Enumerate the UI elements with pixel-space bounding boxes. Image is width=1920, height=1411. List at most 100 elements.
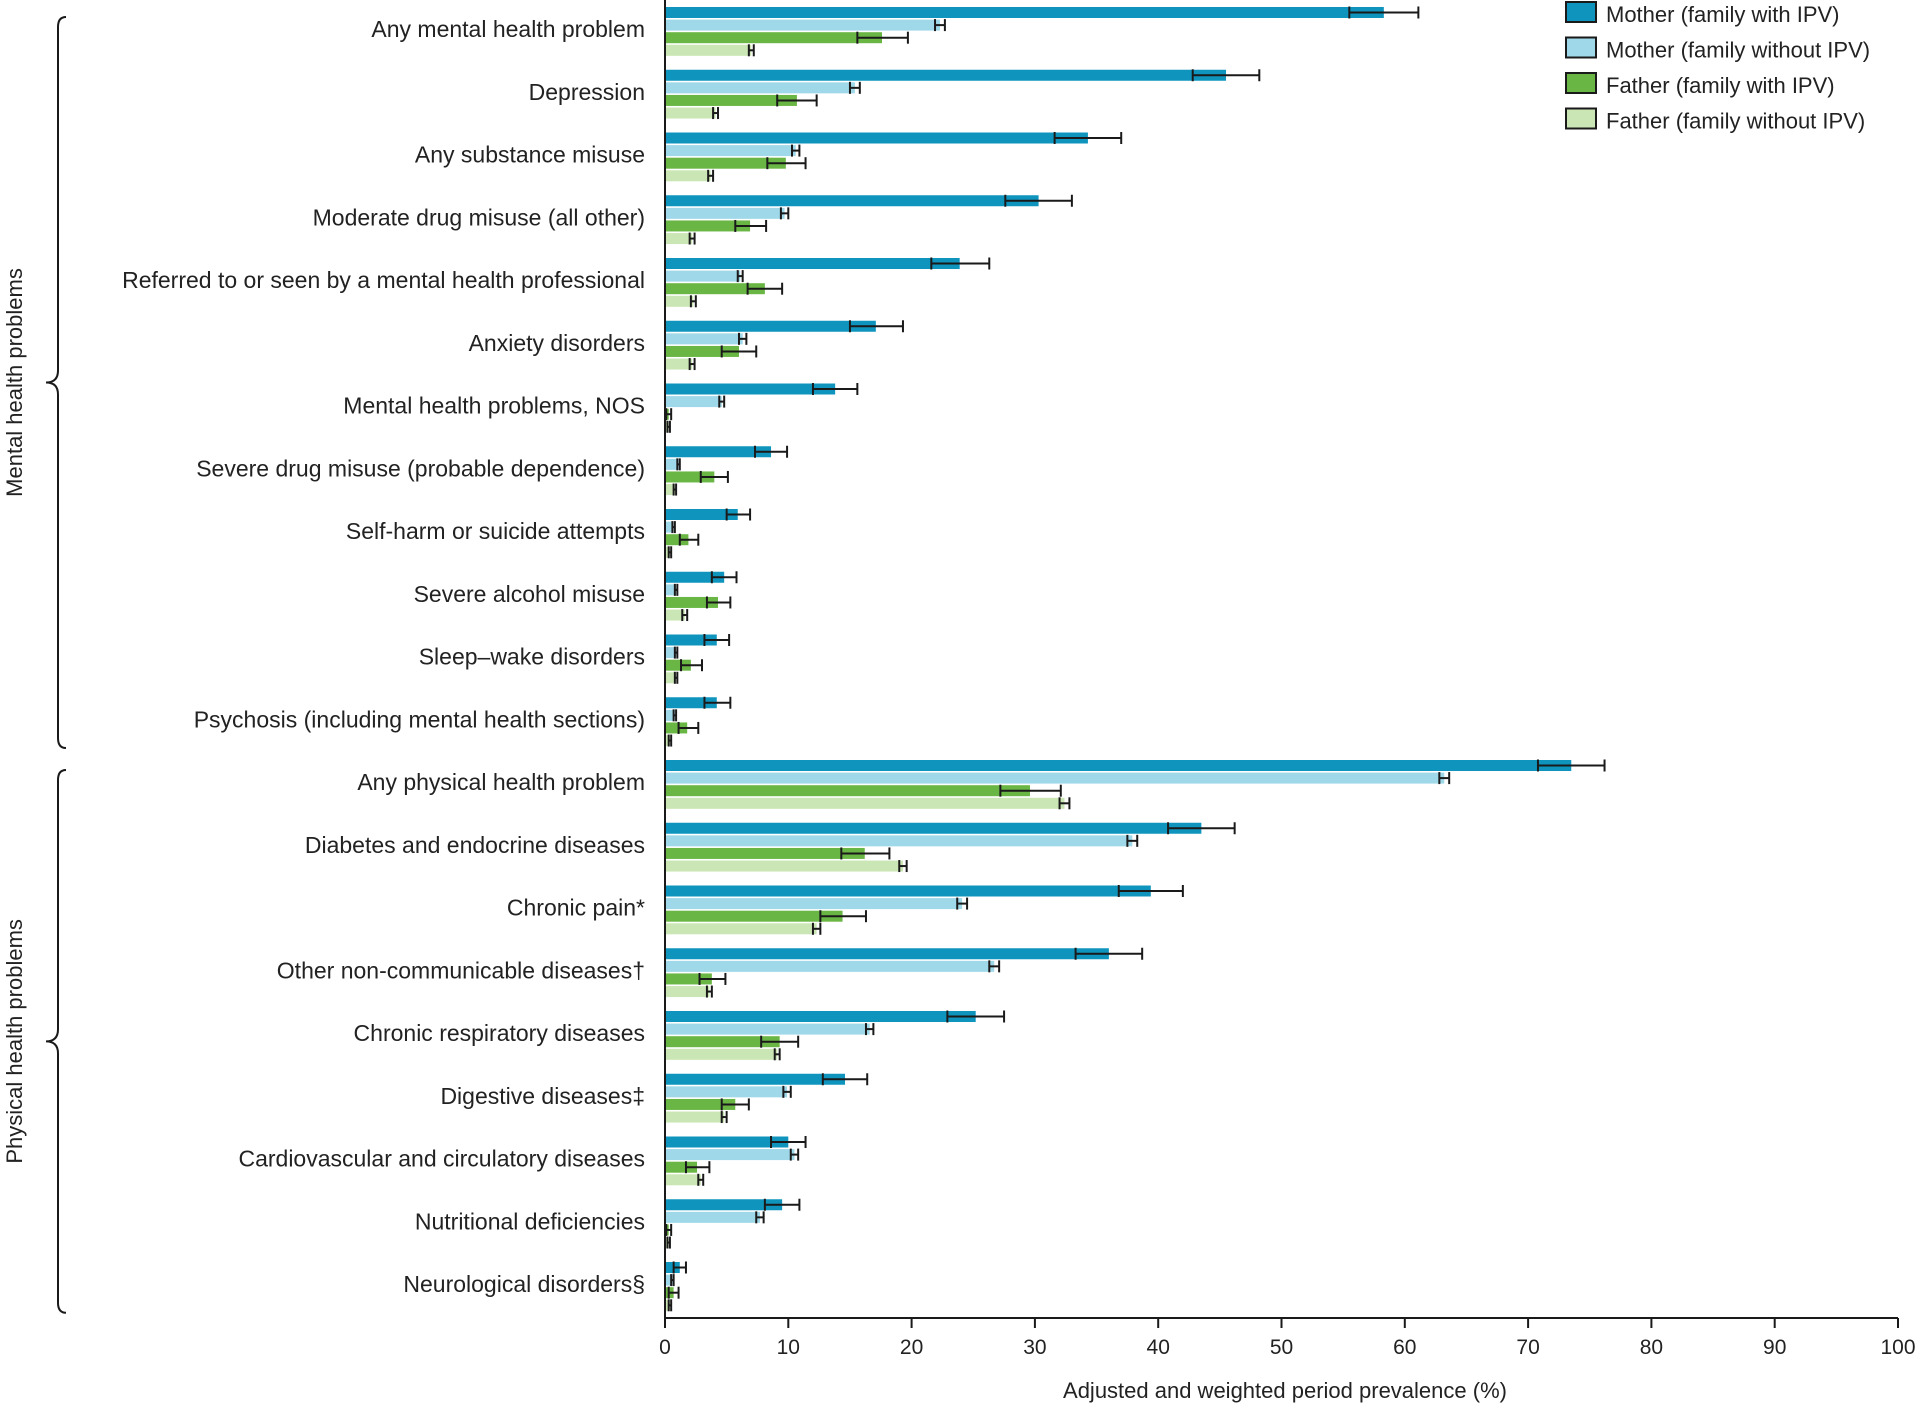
bar	[665, 822, 1202, 834]
group-label: Mental health problems	[2, 268, 27, 497]
bar	[665, 1073, 846, 1085]
bar	[665, 948, 1109, 960]
category-label: Mental health problems, NOS	[343, 393, 645, 419]
category-label: Self-harm or suicide attempts	[346, 518, 645, 544]
legend-label: Mother (family with IPV)	[1606, 2, 1840, 27]
bar	[665, 1048, 778, 1060]
bar	[665, 672, 677, 684]
bar	[665, 82, 855, 94]
category-label: Neurological disorders§	[403, 1271, 645, 1297]
category-label: Other non-communicable diseases†	[277, 957, 645, 983]
bar	[665, 1086, 788, 1098]
bar	[665, 1023, 870, 1035]
group-brace	[45, 769, 67, 1314]
bar	[665, 647, 677, 659]
x-axis: 0 10 20 30 40 50 60 70 80 90 100 Adjusted and weigh…	[659, 0, 1916, 1403]
category-label: Any physical health problem	[357, 769, 645, 795]
category-label: Digestive diseases‡	[440, 1083, 645, 1109]
legend-swatch	[1565, 72, 1597, 94]
bar	[665, 145, 796, 157]
bar	[665, 7, 1384, 18]
group-brackets: Mental health problems Physical health pr…	[2, 16, 67, 1314]
category-label: Sleep–wake disorders	[419, 644, 645, 670]
bar	[665, 1011, 976, 1022]
bar	[665, 345, 739, 357]
bar	[665, 546, 670, 558]
x-axis-title: Adjusted and weighted period prevalence …	[1063, 1378, 1507, 1403]
category-label: Any mental health problem	[371, 16, 645, 42]
legend-swatch	[1565, 107, 1597, 130]
bar	[665, 735, 670, 747]
bar	[665, 195, 1039, 207]
bar	[665, 320, 876, 332]
bar	[665, 1274, 673, 1286]
bar	[665, 910, 843, 922]
bar	[665, 722, 688, 734]
bar	[665, 521, 674, 533]
bar	[665, 709, 675, 721]
legend-swatch	[1565, 1, 1597, 23]
bar	[665, 107, 716, 119]
bar	[665, 157, 786, 169]
bar	[665, 170, 711, 182]
bar	[665, 333, 743, 345]
bar	[665, 484, 675, 496]
bar	[665, 1149, 795, 1161]
bar	[665, 898, 963, 910]
bar	[665, 44, 752, 56]
category-label: Depression	[529, 79, 645, 105]
x-tick-label: 70	[1516, 1336, 1539, 1359]
bar	[665, 973, 712, 985]
bar	[665, 847, 865, 859]
bar	[665, 396, 722, 408]
bar	[665, 986, 710, 998]
bar	[665, 923, 817, 935]
category-label: Diabetes and endocrine diseases	[305, 832, 645, 858]
bar	[665, 207, 785, 219]
bar	[665, 960, 995, 972]
bar	[665, 596, 719, 608]
bar	[665, 571, 725, 583]
legend-label: Mother (family without IPV)	[1606, 38, 1870, 63]
bar	[665, 1199, 783, 1211]
bar	[665, 270, 741, 282]
bar	[665, 258, 960, 269]
bar	[665, 32, 883, 44]
category-label: Chronic pain*	[507, 895, 645, 921]
group-label: Physical health problems	[2, 919, 27, 1164]
bar	[665, 233, 693, 245]
bar	[665, 69, 1227, 81]
bar	[665, 797, 1065, 809]
bar	[665, 358, 693, 370]
bar	[665, 1161, 698, 1173]
bar	[665, 584, 677, 596]
category-label: Nutritional deficiencies	[415, 1208, 645, 1234]
x-tick-label: 60	[1393, 1336, 1416, 1359]
bar	[665, 471, 715, 483]
bar	[665, 1299, 670, 1311]
x-tick-label: 40	[1147, 1336, 1170, 1359]
bar	[665, 1136, 789, 1148]
bar	[665, 458, 679, 470]
category-labels: Any mental health problem Depression Any s…	[122, 16, 645, 1297]
legend-label: Father (family with IPV)	[1606, 73, 1835, 98]
group-brace	[45, 16, 67, 749]
category-label: Severe alcohol misuse	[414, 581, 645, 607]
category-label: Chronic respiratory diseases	[354, 1020, 645, 1046]
error-bars-layer	[665, 6, 1606, 1312]
x-tick-label: 50	[1270, 1336, 1293, 1359]
bar	[665, 785, 1030, 797]
category-label: Referred to or seen by a mental health p…	[122, 267, 645, 293]
bar	[665, 1111, 725, 1123]
bar	[665, 509, 738, 520]
bar	[665, 1174, 701, 1186]
bar	[665, 659, 691, 671]
category-label: Moderate drug misuse (all other)	[313, 204, 645, 230]
x-tick-label: 0	[659, 1336, 671, 1359]
bar	[665, 534, 689, 546]
bar	[665, 634, 717, 646]
bar	[665, 1036, 780, 1048]
x-tick-label: 100	[1880, 1336, 1915, 1359]
bar	[665, 220, 751, 232]
